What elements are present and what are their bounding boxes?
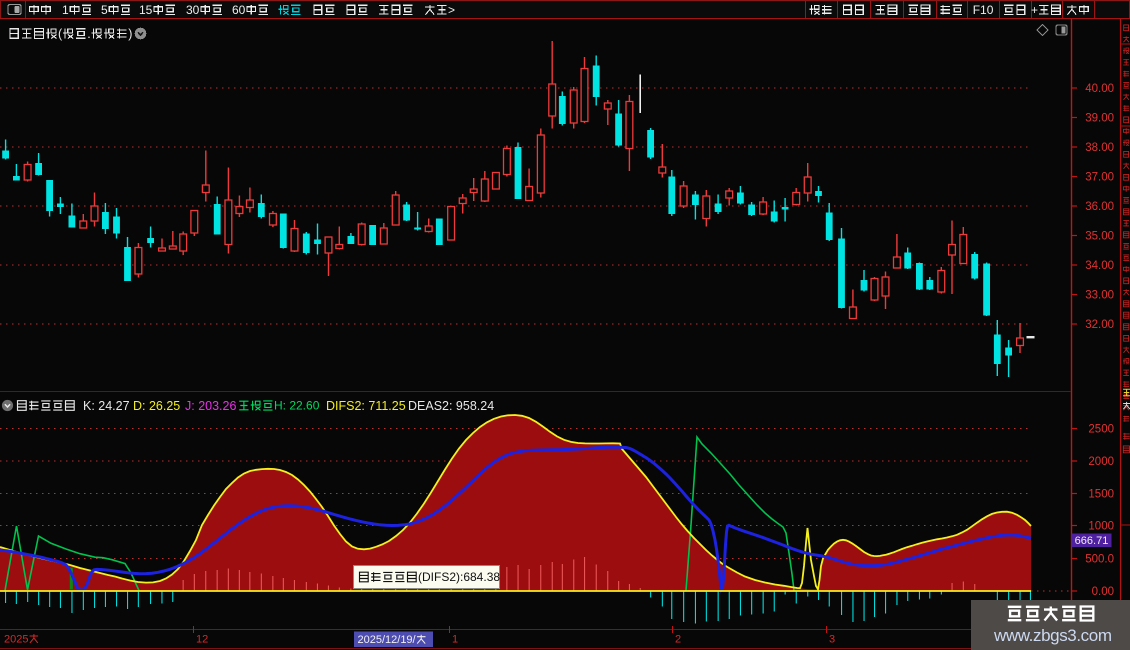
svg-text:2500: 2500	[1088, 424, 1114, 436]
svg-text:J: 203.26: J: 203.26	[185, 399, 236, 413]
svg-text:1: 1	[452, 633, 458, 645]
svg-text:1500: 1500	[1088, 489, 1114, 501]
svg-text:666.71: 666.71	[1075, 535, 1109, 547]
svg-text:H: 22.60: H: 22.60	[274, 399, 320, 413]
svg-text:>: >	[448, 3, 455, 17]
svg-text:K: 24.27: K: 24.27	[83, 399, 130, 413]
svg-text:+: +	[1031, 3, 1038, 17]
svg-text:37.00: 37.00	[1085, 172, 1114, 184]
svg-text:36.00: 36.00	[1085, 201, 1114, 213]
svg-text:): )	[128, 27, 132, 41]
svg-text:2025: 2025	[4, 633, 28, 645]
svg-text:www.zbgs3.com: www.zbgs3.com	[993, 626, 1112, 645]
svg-text:F10: F10	[973, 3, 994, 17]
svg-text:1000: 1000	[1088, 521, 1114, 533]
svg-text:DEAS2: 958.24: DEAS2: 958.24	[408, 399, 494, 413]
svg-text:3: 3	[829, 633, 835, 645]
svg-text:32.00: 32.00	[1085, 319, 1114, 331]
svg-text:34.00: 34.00	[1085, 260, 1114, 272]
svg-text:33.00: 33.00	[1085, 290, 1114, 302]
svg-text:60: 60	[232, 3, 246, 17]
svg-text:2025/12/19/: 2025/12/19/	[358, 634, 417, 646]
svg-text:0.00: 0.00	[1092, 586, 1114, 598]
svg-text:30: 30	[186, 3, 200, 17]
svg-text:40.00: 40.00	[1085, 83, 1114, 95]
svg-text:DIFS2: 711.25: DIFS2: 711.25	[326, 399, 406, 413]
svg-text:38.00: 38.00	[1085, 142, 1114, 154]
svg-text:.: .	[87, 27, 90, 41]
svg-text:35.00: 35.00	[1085, 231, 1114, 243]
svg-text:(DIFS2):684.38: (DIFS2):684.38	[418, 570, 500, 584]
svg-text:(: (	[58, 27, 63, 41]
svg-text:2: 2	[675, 633, 681, 645]
svg-text:39.00: 39.00	[1085, 113, 1114, 125]
svg-text:500.0: 500.0	[1085, 554, 1114, 566]
svg-text:12: 12	[196, 633, 208, 645]
svg-text:15: 15	[139, 3, 153, 17]
svg-text:1: 1	[62, 3, 69, 17]
svg-text:D: 26.25: D: 26.25	[133, 399, 180, 413]
svg-text:5: 5	[101, 3, 108, 17]
svg-text:2000: 2000	[1088, 456, 1114, 468]
